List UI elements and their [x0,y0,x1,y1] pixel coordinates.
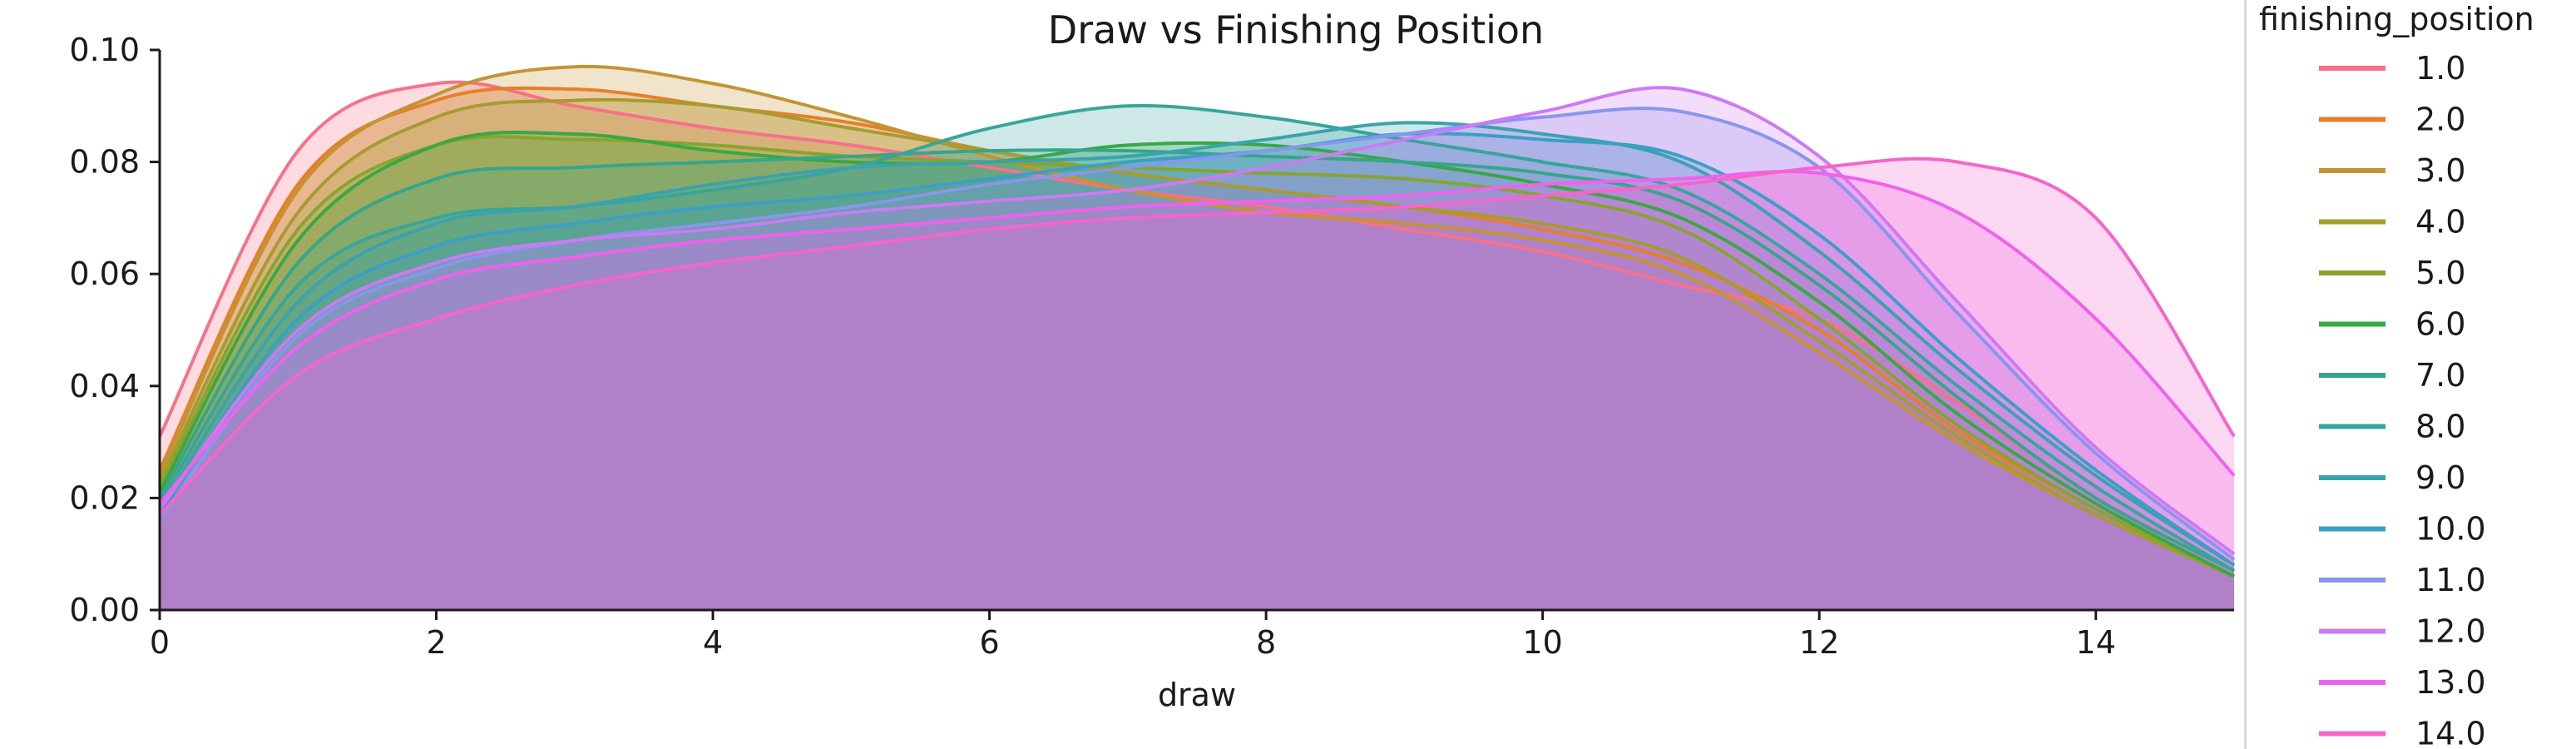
legend-label: 7.0 [2415,357,2465,394]
x-tick-label: 2 [426,624,446,661]
y-tick-label: 0.08 [69,144,140,181]
density-line-11.0 [158,107,2236,561]
legend-panel [2244,0,2576,749]
legend: finishing_position 1.0 2.0 3.0 4.0 5.0 6.0 7.0… [2259,1,2534,749]
legend-label: 6.0 [2415,306,2465,343]
x-tick-label: 0 [150,624,170,661]
density-fill-1.0 [160,82,2234,610]
density-fill-13.0 [160,171,2234,610]
x-tick-label: 8 [1256,624,1276,661]
density-fill-3.0 [160,66,2234,610]
y-tick-label: 0.10 [69,32,140,68]
density-line-6.0 [158,131,2235,578]
x-tick-label: 6 [980,624,1000,661]
axes [158,50,2234,612]
y-tick-label: 0.06 [69,255,140,292]
legend-label: 11.0 [2415,562,2486,598]
density-fill-14.0 [160,158,2234,611]
legend-label: 14.0 [2415,716,2486,749]
legend-label: 3.0 [2415,152,2465,189]
legend-label: 12.0 [2415,613,2486,650]
x-ticks: 0 2 4 6 8 10 12 14 [150,610,2116,661]
chart-title: Draw vs Finishing Position [1048,7,1544,52]
density-line-10.0 [158,131,2236,567]
density-line-1.0 [158,80,2235,573]
density-fill-5.0 [160,136,2234,611]
y-tick-label: 0.02 [69,479,140,516]
density-line-4.0 [158,97,2235,578]
density-fill-10.0 [160,133,2234,610]
legend-label: 4.0 [2415,204,2465,241]
legend-items: 1.0 2.0 3.0 4.0 5.0 6.0 7.0 8.0 9.0 10.0 11.0 12.0 1… [2319,50,2486,749]
x-tick-label: 12 [1799,624,1839,661]
legend-label: 9.0 [2415,459,2465,496]
density-fill-2.0 [160,87,2234,611]
density-line-8.0 [158,103,2236,573]
x-tick-label: 14 [2076,624,2116,661]
density-line-7.0 [158,148,2235,573]
density-fill-6.0 [160,132,2234,610]
legend-label: 10.0 [2415,511,2486,548]
legend-label: 5.0 [2415,255,2465,291]
legend-label: 13.0 [2415,664,2486,701]
density-fill-7.0 [160,150,2234,610]
density-line-12.0 [158,86,2236,556]
x-tick-label: 10 [1522,624,1562,661]
density-lines [158,64,2236,578]
legend-label: 2.0 [2415,102,2465,138]
legend-title: finishing_position [2259,1,2534,37]
legend-label: 1.0 [2415,50,2465,87]
legend-label: 8.0 [2415,409,2465,445]
y-tick-label: 0.04 [69,368,140,404]
x-tick-label: 4 [703,624,723,661]
y-ticks: 0.00 0.02 0.04 0.06 0.08 0.10 [69,32,160,628]
y-tick-label: 0.00 [69,592,140,628]
density-line-13.0 [158,169,2236,505]
density-line-3.0 [158,64,2235,578]
density-line-14.0 [158,156,2236,517]
density-line-9.0 [158,121,2236,567]
x-axis-label: draw [1158,677,1236,713]
